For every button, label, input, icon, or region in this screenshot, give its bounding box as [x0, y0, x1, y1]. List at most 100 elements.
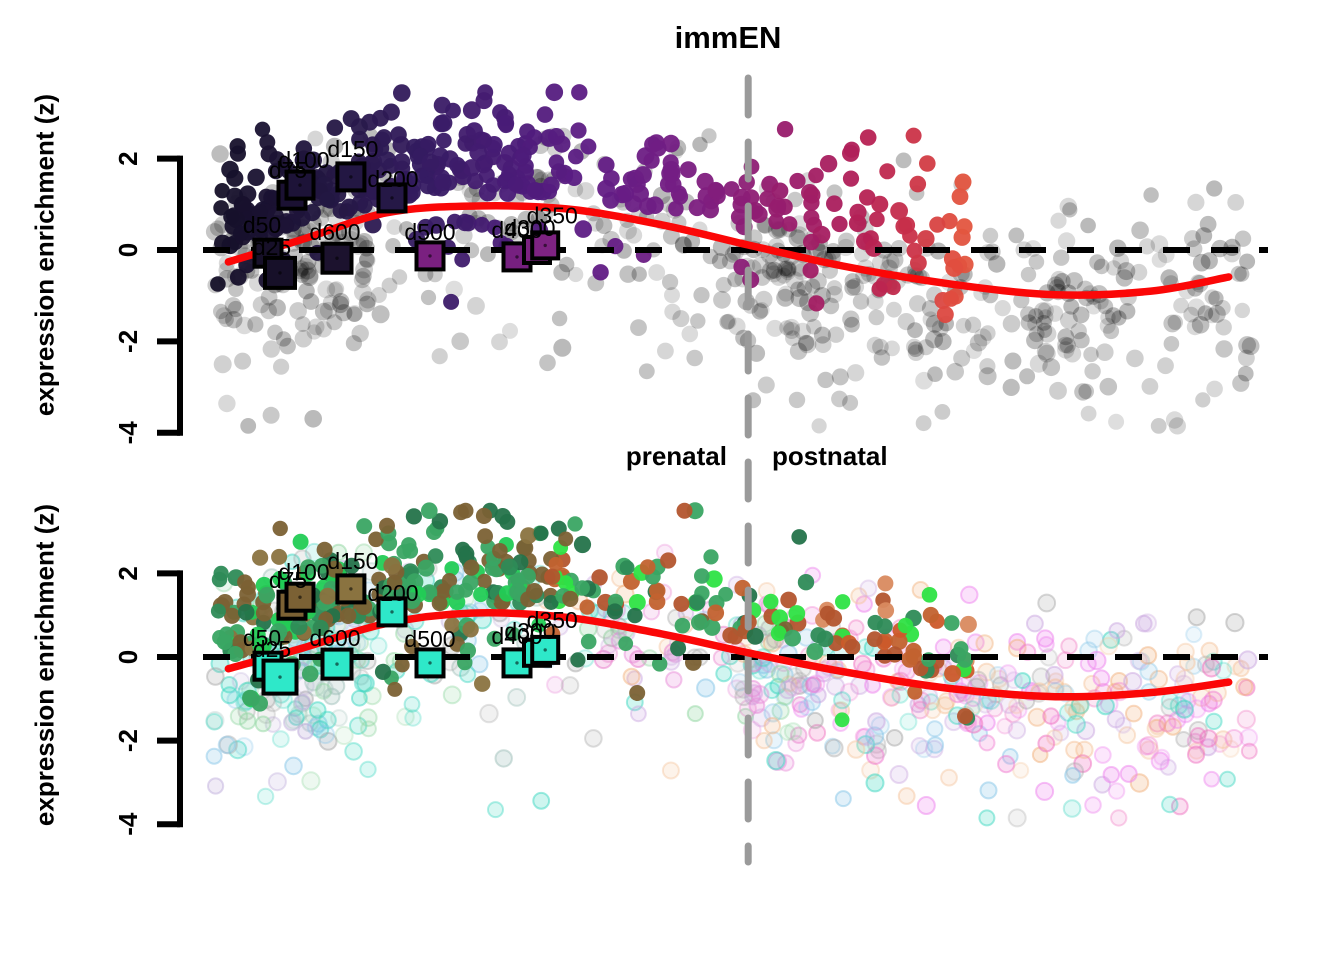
scatter-point: [558, 575, 574, 591]
scatter-point: [931, 319, 949, 337]
scatter-point: [558, 531, 574, 547]
scatter-point: [806, 711, 824, 730]
scatter-point: [330, 709, 348, 727]
scatter-point: [573, 535, 592, 554]
scatter-point: [1057, 328, 1075, 346]
scatter-point: [1187, 193, 1205, 211]
scatter-point: [1010, 701, 1028, 719]
scatter-point: [643, 152, 660, 169]
scatter-point: [1123, 672, 1143, 692]
scatter-point: [859, 189, 876, 206]
scatter-point: [354, 543, 373, 562]
scatter-point: [966, 697, 984, 714]
scatter-point: [696, 678, 716, 698]
scatter-point: [1227, 194, 1245, 211]
scatter-point: [662, 134, 680, 153]
scatter-point: [897, 787, 916, 805]
timepoint-label-d25: d25: [253, 234, 291, 260]
scatter-point: [753, 302, 770, 318]
scatter-point: [278, 218, 294, 234]
scatter-point: [393, 84, 411, 102]
scatter-point: [322, 687, 341, 706]
scatter-point: [1086, 299, 1102, 315]
scatter-point: [268, 299, 286, 317]
scatter-point: [390, 126, 407, 143]
scatter-point: [720, 313, 737, 330]
scatter-point: [899, 712, 918, 731]
scatter-point: [303, 204, 321, 222]
scatter-point: [975, 634, 994, 653]
scatter-point: [808, 295, 825, 312]
scatter-point: [1008, 227, 1025, 244]
scatter-point: [1080, 405, 1097, 422]
scatter-point: [936, 306, 954, 323]
scatter-point: [792, 701, 810, 718]
scatter-point: [1106, 710, 1126, 729]
scatter-point: [370, 287, 387, 303]
scatter-point: [831, 368, 849, 386]
scatter-point: [297, 690, 314, 708]
scatter-point: [579, 599, 595, 615]
scatter-point: [442, 685, 462, 705]
scatter-point: [891, 686, 910, 704]
scatter-point: [1102, 630, 1121, 649]
scatter-point: [1126, 349, 1144, 368]
scatter-point: [1141, 378, 1159, 395]
scatter-point: [926, 720, 944, 738]
scatter-point: [233, 225, 249, 242]
scatter-point: [224, 297, 242, 314]
scatter-point: [543, 595, 559, 610]
scatter-point: [290, 618, 308, 636]
scatter-point: [503, 223, 520, 241]
scatter-point: [798, 334, 815, 352]
scatter-point: [910, 254, 927, 272]
scatter-point: [846, 740, 866, 759]
timepoint-square-d500: [414, 240, 446, 272]
timepoint-label-d300: d300: [504, 618, 555, 644]
scatter-point: [1073, 754, 1093, 773]
scatter-point: [325, 137, 344, 156]
scatter-point: [1029, 354, 1048, 373]
scatter-point: [486, 630, 503, 647]
scatter-point: [1130, 263, 1148, 281]
scatter-point: [1102, 766, 1121, 784]
scatter-point: [269, 151, 285, 167]
scatter-point: [1238, 650, 1258, 670]
scatter-point: [910, 700, 930, 720]
scatter-point: [451, 332, 470, 351]
scatter-point: [694, 568, 710, 584]
scatter-point: [814, 336, 832, 353]
scatter-point: [1096, 343, 1114, 362]
scatter-point: [326, 314, 343, 331]
scatter-point: [763, 593, 779, 610]
timepoint-square-center-dot: [390, 610, 394, 614]
scatter-point: [625, 227, 643, 244]
scatter-point: [1137, 613, 1158, 633]
scatter-point: [1008, 697, 1025, 715]
scatter-point: [267, 772, 287, 792]
scatter-point: [335, 304, 353, 322]
scatter-point: [1200, 252, 1218, 270]
timepoint-square-center-dot: [278, 271, 282, 275]
scatter-point: [331, 295, 349, 314]
scatter-point: [890, 202, 908, 220]
scatter-point: [1110, 672, 1129, 690]
scatter-point: [226, 187, 244, 205]
scatter-point: [386, 574, 403, 591]
scatter-point: [764, 252, 783, 271]
scatter-point: [665, 671, 683, 689]
scatter-point: [1195, 392, 1211, 408]
scatter-point: [926, 736, 945, 754]
scatter-point: [394, 657, 410, 673]
scatter-point: [571, 84, 588, 101]
scatter-point: [319, 587, 337, 605]
scatter-point: [662, 227, 680, 245]
scatter-point: [785, 271, 804, 290]
scatter-point: [670, 640, 687, 657]
scatter-point: [944, 665, 962, 683]
scatter-point: [873, 349, 891, 366]
y-axis-label-bottom-panel: expression enrichment (z): [29, 503, 60, 827]
scatter-point: [1170, 797, 1189, 816]
scatter-point: [446, 213, 463, 230]
scatter-point: [297, 723, 315, 740]
